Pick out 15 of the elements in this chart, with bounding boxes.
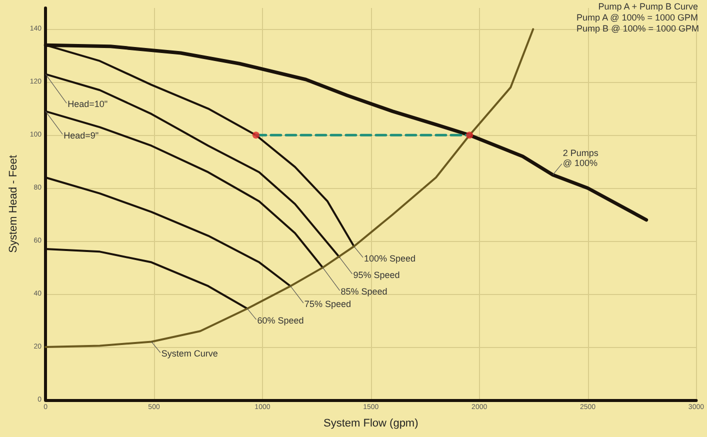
annotation: Pump B @ 100% = 1000 GPM xyxy=(576,24,700,34)
annotation: 85% Speed xyxy=(340,286,388,297)
annotation: Head=10" xyxy=(68,99,108,110)
annotation: 95% Speed xyxy=(353,270,400,280)
annotation: 2 Pumps @ 100% xyxy=(562,148,599,168)
annotation: Pump A @ 100% = 1000 GPM xyxy=(576,12,698,22)
x-axis-title: System Flow (gpm) xyxy=(324,418,418,430)
y-axis-title: System Head - Feet xyxy=(8,155,20,253)
annotation: 75% Speed xyxy=(304,299,351,310)
annotation: 60% Speed xyxy=(257,316,304,326)
annotation: Pump A + Pump B Curve xyxy=(598,2,698,12)
line-series xyxy=(44,28,534,348)
annotation: Head=9" xyxy=(64,130,99,140)
annotation: 100% Speed xyxy=(364,253,416,264)
annotation: System Curve xyxy=(161,348,218,359)
